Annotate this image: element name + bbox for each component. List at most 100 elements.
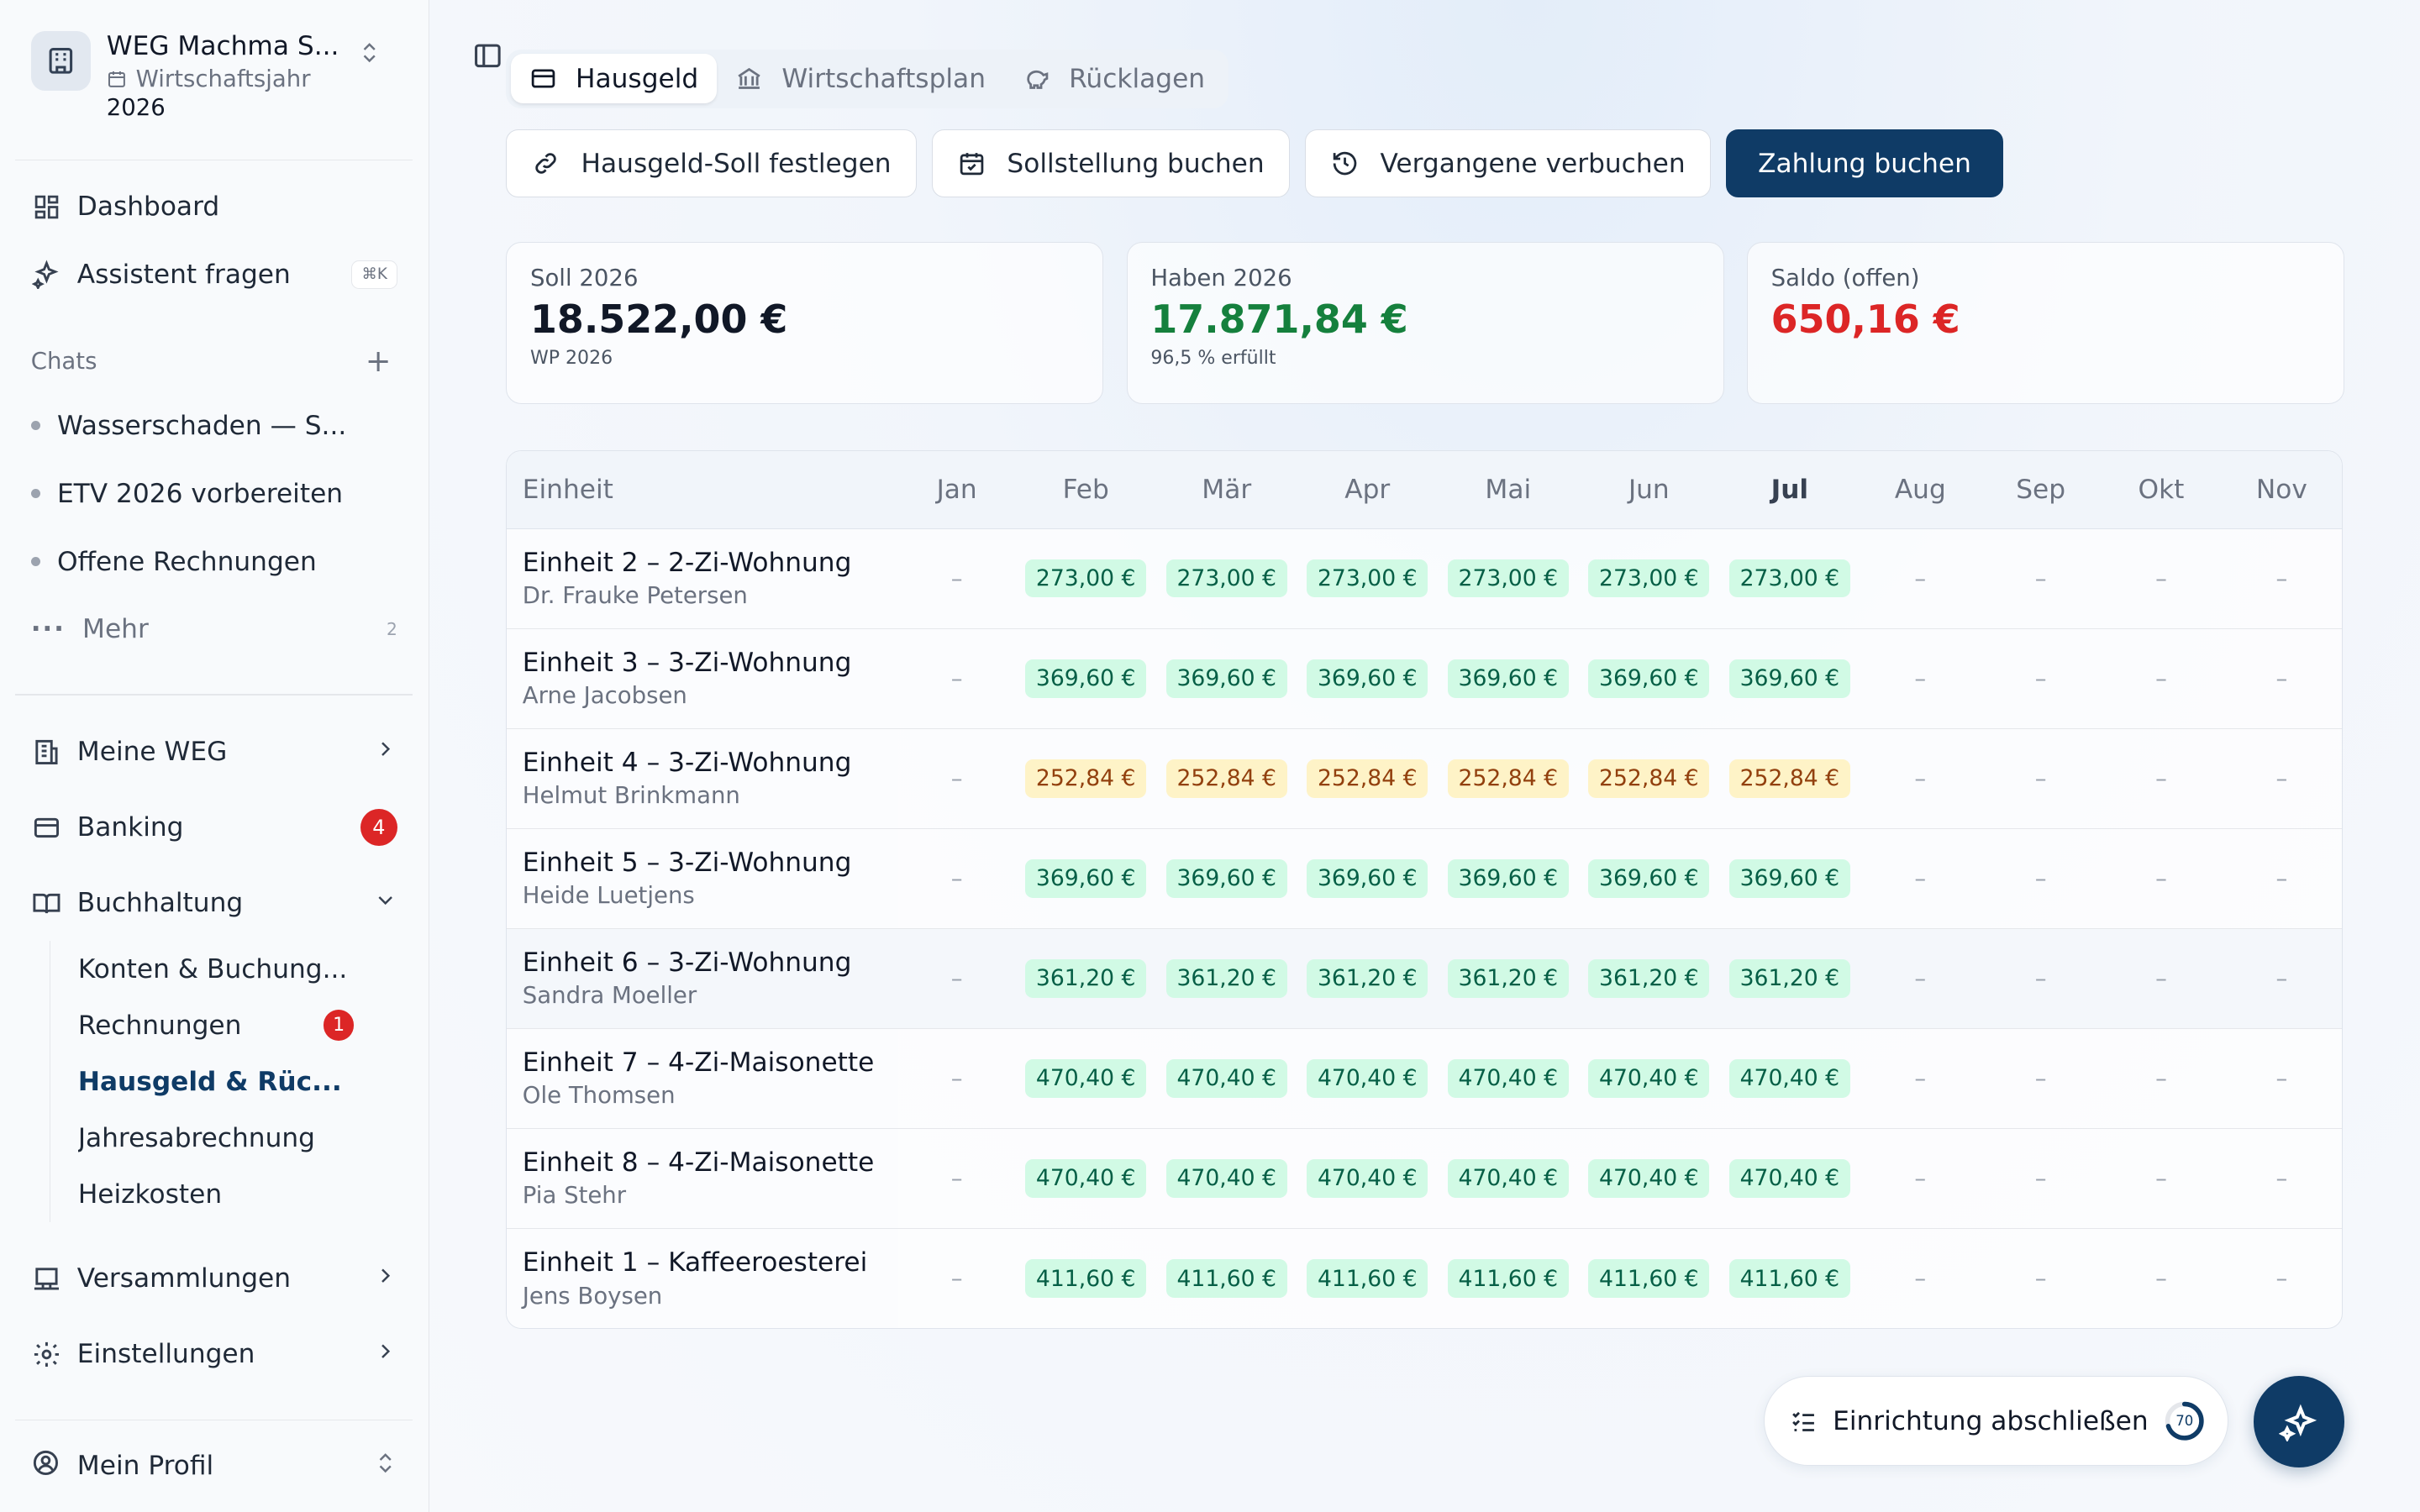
payment-pill[interactable]: 411,60 € [1165, 1259, 1287, 1298]
month-cell: – [2101, 528, 2222, 629]
table-row[interactable]: Einheit 6 – 3-Zi-Wohnung Sandra Moeller –3… [507, 928, 2343, 1029]
payment-pill[interactable]: 411,60 € [1728, 1259, 1850, 1298]
profile-menu[interactable]: Mein Profil [15, 1419, 413, 1512]
payment-pill[interactable]: 470,40 € [1728, 1158, 1850, 1198]
payment-pill[interactable]: 470,40 € [1588, 1158, 1710, 1198]
sub-konten-buchungen[interactable]: Konten & Buchung... [50, 941, 429, 997]
payment-pill[interactable]: 470,40 € [1447, 1058, 1569, 1098]
payment-pill[interactable]: 361,20 € [1728, 958, 1850, 998]
payment-pill[interactable]: 361,20 € [1447, 958, 1569, 998]
payment-pill[interactable]: 369,60 € [1025, 659, 1147, 698]
payment-pill[interactable]: 369,60 € [1165, 858, 1287, 898]
month-cell: – [2221, 1128, 2343, 1229]
payment-pill[interactable]: 273,00 € [1588, 559, 1710, 598]
nav-meine-weg[interactable]: Meine WEG [15, 714, 413, 790]
tab-hausgeld[interactable]: Hausgeld [510, 54, 718, 104]
table-row[interactable]: Einheit 7 – 4-Zi-Maisonette Ole Thomsen –4… [507, 1028, 2343, 1129]
payment-pill[interactable]: 273,00 € [1307, 559, 1428, 598]
payment-pill[interactable]: 369,60 € [1025, 858, 1147, 898]
nav-versammlungen[interactable]: Versammlungen [15, 1241, 413, 1316]
payment-pill[interactable]: 369,60 € [1447, 659, 1569, 698]
unit-cell: Einheit 7 – 4-Zi-Maisonette Ole Thomsen [507, 1028, 898, 1129]
payment-pill[interactable]: 470,40 € [1307, 1058, 1428, 1098]
payment-pill[interactable]: 361,20 € [1307, 958, 1428, 998]
payment-pill[interactable]: 252,84 € [1307, 759, 1428, 798]
payment-pill[interactable]: 369,60 € [1307, 858, 1428, 898]
payment-pill[interactable]: 470,40 € [1447, 1158, 1569, 1198]
unit-name: Einheit 3 – 3-Zi-Wohnung [522, 647, 852, 678]
payment-pill[interactable]: 470,40 € [1025, 1158, 1147, 1198]
payment-pill[interactable]: 411,60 € [1447, 1259, 1569, 1298]
zahlung-buchen-button[interactable]: Zahlung buchen [1726, 129, 2003, 198]
chat-item-label: Offene Rechnungen [56, 546, 317, 577]
vergangene-button[interactable]: Vergangene verbuchen [1305, 129, 1712, 198]
payment-pill[interactable]: 273,00 € [1165, 559, 1287, 598]
sub-rechnungen[interactable]: Rechnungen 1 [50, 997, 429, 1053]
payment-pill[interactable]: 252,84 € [1025, 759, 1147, 798]
payment-pill[interactable]: 470,40 € [1025, 1058, 1147, 1098]
sub-jahresabrechnung[interactable]: Jahresabrechnung [50, 1110, 429, 1166]
payment-pill[interactable]: 470,40 € [1588, 1058, 1710, 1098]
chat-item[interactable]: Offene Rechnungen [15, 528, 413, 596]
payment-pill[interactable]: 369,60 € [1165, 659, 1287, 698]
assistant-fab[interactable] [2253, 1376, 2344, 1467]
table-row[interactable]: Einheit 2 – 2-Zi-Wohnung Dr. Frauke Peter… [507, 528, 2343, 629]
tab-ruecklagen[interactable]: Rücklagen [1004, 54, 1223, 103]
tab-wirtschaftsplan[interactable]: Wirtschaftsplan [717, 54, 1004, 103]
hausgeld-soll-button[interactable]: Hausgeld-Soll festlegen [506, 129, 917, 198]
sub-heizkosten[interactable]: Heizkosten [50, 1166, 429, 1222]
sub-hausgeld-ruecklagen[interactable]: Hausgeld & Rüc... [50, 1053, 429, 1110]
unit-cell: Einheit 4 – 3-Zi-Wohnung Helmut Brinkmann [507, 728, 898, 829]
nav-einstellungen[interactable]: Einstellungen [15, 1316, 413, 1392]
payment-pill[interactable]: 361,20 € [1165, 958, 1287, 998]
payment-pill[interactable]: 369,60 € [1728, 659, 1850, 698]
table-row[interactable]: Einheit 8 – 4-Zi-Maisonette Pia Stehr –470… [507, 1128, 2343, 1229]
payment-pill[interactable]: 411,60 € [1307, 1259, 1428, 1298]
org-switcher[interactable]: WEG Machma S... Wirtschaftsjahr 2026 [15, 0, 413, 161]
payment-pill[interactable]: 369,60 € [1307, 659, 1428, 698]
table-row[interactable]: Einheit 5 – 3-Zi-Wohnung Heide Luetjens –3… [507, 828, 2343, 929]
payment-pill[interactable]: 273,00 € [1447, 559, 1569, 598]
payment-pill[interactable]: 369,60 € [1588, 659, 1710, 698]
payment-pill[interactable]: 252,84 € [1165, 759, 1287, 798]
soll-card: Soll 2026 18.522,00 € WP 2026 [506, 242, 1104, 405]
sidebar-toggle-icon[interactable] [472, 40, 503, 77]
payment-pill[interactable]: 252,84 € [1728, 759, 1850, 798]
payment-pill[interactable]: 369,60 € [1728, 858, 1850, 898]
nav-buchhaltung[interactable]: Buchhaltung [15, 865, 413, 941]
month-cell: – [1980, 628, 2102, 729]
payment-pill[interactable]: 470,40 € [1728, 1058, 1850, 1098]
chats-more-label: Mehr [82, 614, 149, 645]
chat-item[interactable]: Wasserschaden — S... [15, 391, 413, 459]
payment-pill[interactable]: 273,00 € [1728, 559, 1850, 598]
chat-item[interactable]: ETV 2026 vorbereiten [15, 459, 413, 528]
month-cell: 470,40 € [1578, 1028, 1720, 1129]
progress-value: 70 [2175, 1413, 2194, 1430]
payment-pill[interactable]: 411,60 € [1588, 1259, 1710, 1298]
payment-pill[interactable]: 369,60 € [1447, 858, 1569, 898]
summary-cards: Soll 2026 18.522,00 € WP 2026 Haben 2026… [506, 242, 2344, 405]
payment-pill[interactable]: 470,40 € [1165, 1158, 1287, 1198]
payment-pill[interactable]: 470,40 € [1165, 1058, 1287, 1098]
setup-label: Einrichtung abschließen [1833, 1405, 2149, 1436]
payment-pill[interactable]: 411,60 € [1025, 1259, 1147, 1298]
table-row[interactable]: Einheit 1 – Kaffeeroesterei Jens Boysen – 4… [507, 1228, 2342, 1329]
nav-banking[interactable]: Banking 4 [15, 790, 413, 865]
payment-pill[interactable]: 252,84 € [1447, 759, 1569, 798]
payment-pill[interactable]: 470,40 € [1307, 1158, 1428, 1198]
payment-pill[interactable]: 369,60 € [1588, 858, 1710, 898]
table-row[interactable]: Einheit 4 – 3-Zi-Wohnung Helmut Brinkmann… [507, 728, 2343, 829]
month-cell: 470,40 € [1438, 1128, 1579, 1229]
month-cell: 470,40 € [1015, 1128, 1156, 1229]
payment-pill[interactable]: 252,84 € [1588, 759, 1710, 798]
sollstellung-button[interactable]: Sollstellung buchen [932, 129, 1290, 198]
payment-pill[interactable]: 273,00 € [1025, 559, 1147, 598]
plus-icon[interactable]: + [365, 343, 392, 380]
setup-progress-button[interactable]: Einrichtung abschließen 70 [1764, 1376, 2229, 1466]
nav-dashboard[interactable]: Dashboard [15, 173, 413, 241]
payment-pill[interactable]: 361,20 € [1025, 958, 1147, 998]
table-row[interactable]: Einheit 3 – 3-Zi-Wohnung Arne Jacobsen –36… [507, 628, 2343, 729]
chats-more[interactable]: ··· Mehr 2 [15, 596, 413, 664]
nav-assistant[interactable]: Assistent fragen ⌘K [15, 241, 413, 309]
payment-pill[interactable]: 361,20 € [1588, 958, 1710, 998]
